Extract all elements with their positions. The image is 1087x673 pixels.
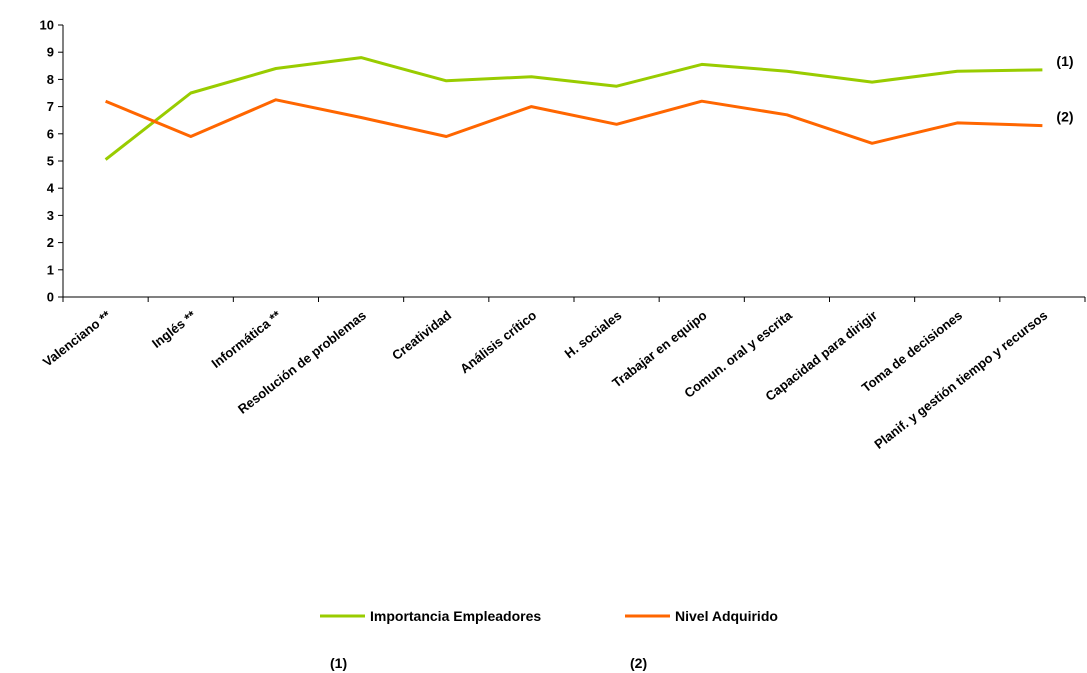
y-tick-label: 10: [40, 18, 54, 33]
x-category-label: Análisis crítico: [457, 308, 539, 377]
y-axis-ticks: 0 1 2 3 4 5 6 7 8 9 10: [40, 18, 63, 305]
x-category-label: Valenciano **: [40, 307, 114, 370]
x-category-label: Inglés **: [149, 307, 199, 351]
footnote-label: (2): [630, 655, 647, 671]
axes: [62, 25, 1085, 298]
x-category-label: Informática **: [208, 307, 284, 371]
series-lines: [104, 56, 1043, 161]
footnote-label: (1): [330, 655, 347, 671]
x-axis-ticks: Valenciano ** Inglés ** Informática **Reso…: [40, 297, 1086, 452]
y-tick-label: 6: [47, 126, 54, 141]
y-tick-label: 3: [47, 208, 54, 223]
y-tick-label: 9: [47, 45, 54, 60]
footnotes: (1) (2): [330, 655, 647, 671]
y-tick-label: 1: [47, 262, 54, 277]
legend-label: Importancia Empleadores: [370, 608, 541, 624]
x-category-label: H. sociales: [562, 308, 625, 362]
legend: Importancia Empleadores Nivel Adquirido: [320, 608, 778, 624]
y-tick-label: 7: [47, 99, 54, 114]
y-tick-label: 5: [47, 154, 54, 169]
y-tick-label: 4: [47, 181, 55, 196]
y-tick-label: 2: [47, 235, 54, 250]
series-end-tag: (1): [1056, 53, 1073, 69]
legend-label: Nivel Adquirido: [675, 608, 778, 624]
series-tags: (1) (2): [1056, 53, 1073, 125]
y-tick-label: 8: [47, 72, 54, 87]
y-tick-label: 0: [47, 290, 54, 305]
x-category-label: Creatividad: [389, 308, 454, 363]
series-end-tag: (2): [1056, 109, 1073, 125]
series-line-importancia-empleadores: [104, 56, 1043, 161]
x-category-label: Planif. y gestión tiempo y recursos: [871, 308, 1050, 452]
series-line-nivel-adquirido: [105, 98, 1043, 145]
